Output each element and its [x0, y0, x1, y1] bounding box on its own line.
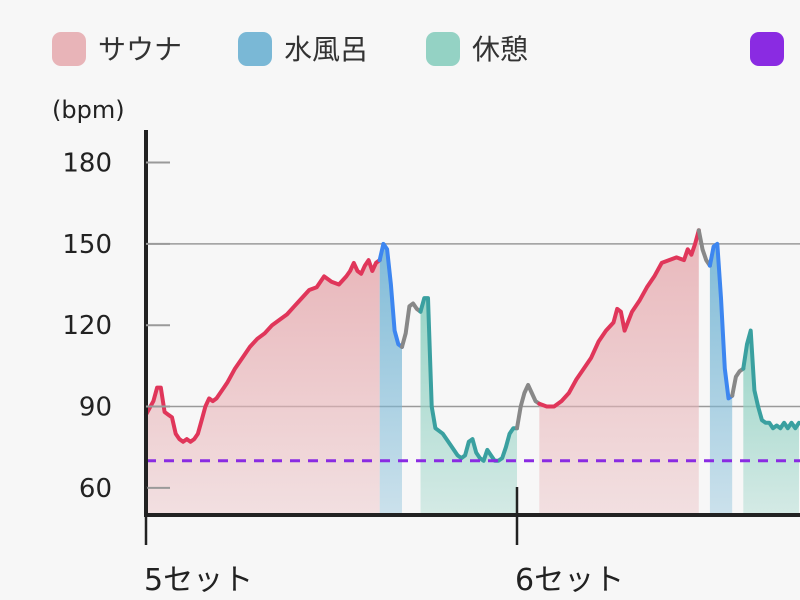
- line-segment-3: [418, 296, 519, 463]
- area-segment-5: [539, 230, 699, 516]
- y-tick-label-1: 90: [79, 393, 112, 423]
- x-category-label-0: 5セット: [144, 563, 253, 598]
- line-segment-2: [400, 301, 423, 349]
- x-categories: 5セット 6セット: [144, 487, 624, 598]
- legend-swatch-1: [238, 32, 272, 66]
- heart-rate-lines: [144, 228, 800, 463]
- line-segment-1: [377, 241, 404, 349]
- legend-swatch-0: [52, 32, 86, 66]
- area-fills: [146, 230, 799, 516]
- line-segment-4: [515, 382, 542, 431]
- legend-swatch-3: [750, 32, 784, 66]
- legend: サウナ 水風呂 休憩: [52, 32, 784, 66]
- axes: [144, 130, 800, 517]
- legend-label-0: サウナ: [98, 33, 182, 66]
- line-segment-9: [741, 328, 800, 431]
- y-tick-label-3: 150: [62, 230, 112, 260]
- y-tick-label-0: 60: [79, 474, 112, 504]
- line-segment-7: [707, 241, 735, 401]
- area-segment-7: [709, 243, 733, 515]
- line-segment-5: [537, 228, 701, 409]
- x-category-label-1: 6セット: [515, 563, 624, 598]
- line-segment-8: [730, 366, 746, 398]
- area-segment-0: [146, 260, 380, 515]
- legend-swatch-2: [426, 32, 460, 66]
- line-segment-0: [144, 258, 382, 444]
- y-axis-unit-label: (bpm): [52, 96, 125, 124]
- line-segment-6: [696, 228, 712, 268]
- y-tick-label-2: 120: [62, 311, 112, 341]
- legend-label-1: 水風呂: [284, 33, 368, 66]
- y-ticks: 60 90 120 150 180: [62, 149, 170, 504]
- area-segment-1: [379, 243, 402, 515]
- y-tick-label-4: 180: [62, 149, 112, 179]
- area-segment-9: [743, 330, 799, 515]
- legend-label-2: 休憩: [472, 33, 528, 66]
